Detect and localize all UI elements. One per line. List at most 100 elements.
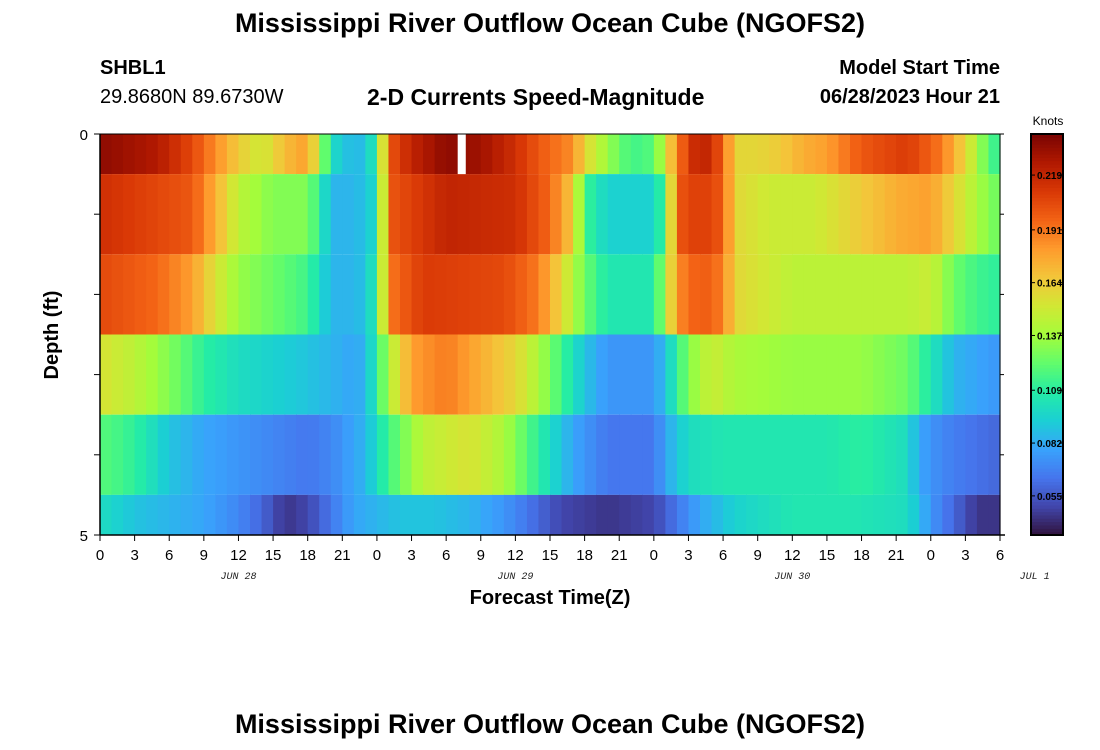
heatmap-cell (919, 414, 932, 495)
heatmap-cell (688, 494, 701, 535)
heatmap-cell (619, 334, 632, 415)
heatmap-cell (423, 174, 436, 255)
heatmap-cell (780, 174, 793, 255)
heatmap-cell (226, 334, 240, 415)
heatmap-cell (711, 414, 724, 495)
heatmap-cell (538, 134, 551, 175)
heatmap-cell (653, 254, 666, 335)
heatmap-cell (607, 414, 620, 495)
heatmap-cell (330, 414, 343, 495)
x-tick-label: 6 (996, 547, 1004, 564)
date-label: JUL 1 (1020, 572, 1050, 583)
heatmap-cell (780, 414, 793, 495)
heatmap-cell (111, 494, 124, 535)
colorbar-segment (1031, 164, 1063, 168)
heatmap-cell (561, 254, 574, 335)
colorbar-segment (1031, 351, 1063, 356)
heatmap-cell (342, 414, 355, 495)
heatmap-cell (965, 254, 978, 335)
heatmap-cell (896, 254, 909, 335)
colorbar-segment (1031, 144, 1063, 148)
colorbar-segment (1031, 197, 1063, 202)
heatmap-cell (134, 254, 147, 335)
colorbar-segment (1031, 311, 1063, 315)
x-tick-label: 6 (442, 547, 450, 564)
heatmap-cell (884, 134, 897, 175)
heatmap-cell (619, 494, 632, 535)
heatmap-cell (226, 174, 240, 255)
heatmap-cell (146, 494, 159, 535)
heatmap-cell (746, 334, 759, 415)
heatmap-cell (861, 334, 874, 415)
colorbar-segment (1031, 324, 1063, 329)
heatmap-cell (492, 334, 505, 415)
heatmap-cell (642, 254, 655, 335)
heatmap-cell (850, 334, 863, 415)
y-tick-label: 5 (80, 528, 88, 545)
heatmap-cell (676, 334, 690, 415)
heatmap-cell (446, 414, 459, 495)
heatmap-cell (653, 334, 666, 415)
colorbar-segment (1031, 354, 1063, 359)
heatmap-cell (492, 254, 505, 335)
colorbar-segment (1031, 301, 1063, 305)
heatmap-cell (169, 254, 182, 335)
colorbar-segment (1031, 341, 1063, 346)
colorbar-segment (1031, 448, 1063, 452)
heatmap-cell (250, 254, 263, 335)
heatmap-cell (780, 254, 793, 335)
x-tick-label: 3 (407, 547, 415, 564)
heatmap-cell (976, 494, 990, 535)
heatmap-cell (803, 134, 816, 175)
heatmap-cell (365, 134, 378, 175)
heatmap-cell (873, 254, 886, 335)
heatmap-cell (400, 494, 413, 535)
heatmap-cell (353, 134, 366, 175)
colorbar-segment (1031, 180, 1063, 185)
colorbar-tick-label: 0.164 (1037, 279, 1062, 290)
heatmap-cell (365, 254, 378, 335)
heatmap-cell (319, 414, 332, 495)
heatmap-cell (746, 414, 759, 495)
heatmap-cell (480, 134, 493, 175)
heatmap-cell (215, 174, 228, 255)
heatmap-cell (792, 494, 805, 535)
heatmap-cell (353, 254, 366, 335)
heatmap-cell (203, 494, 216, 535)
heatmap-cell (457, 254, 470, 335)
heatmap-cell (792, 334, 805, 415)
heatmap-cell (850, 254, 863, 335)
heatmap-cell (203, 254, 216, 335)
heatmap-cell (942, 494, 955, 535)
second-panel-title: Mississippi River Outflow Ocean Cube (NG… (234, 709, 866, 739)
colorbar-segment (1031, 434, 1063, 439)
heatmap-cell (723, 494, 736, 535)
heatmap-cell (457, 494, 470, 535)
heatmap-cell (988, 334, 1001, 415)
colorbar-segment (1031, 237, 1063, 242)
heatmap-cell (100, 494, 113, 535)
date-label: JUN 28 (220, 572, 256, 583)
heatmap-cell (146, 254, 159, 335)
heatmap-cell (411, 334, 424, 415)
colorbar-segment (1031, 137, 1063, 142)
heatmap-cell (953, 134, 966, 175)
heatmap-cell (757, 494, 770, 535)
heatmap-cell (307, 414, 320, 495)
colorbar-segment (1031, 411, 1063, 416)
heatmap-cell (330, 174, 343, 255)
heatmap-cell (134, 174, 147, 255)
heatmap-cell (446, 494, 459, 535)
heatmap-cell (250, 334, 263, 415)
heatmap-cell (515, 494, 528, 535)
colorbar-segment (1031, 421, 1063, 426)
heatmap-cell (261, 414, 274, 495)
heatmap-cell (942, 254, 955, 335)
colorbar-segment (1031, 464, 1063, 469)
heatmap-cell (100, 334, 113, 415)
colorbar-segment (1031, 498, 1063, 503)
heatmap-cell (723, 174, 736, 255)
heatmap-cell (607, 134, 620, 175)
heatmap-cell (642, 334, 655, 415)
heatmap-cell (688, 334, 701, 415)
